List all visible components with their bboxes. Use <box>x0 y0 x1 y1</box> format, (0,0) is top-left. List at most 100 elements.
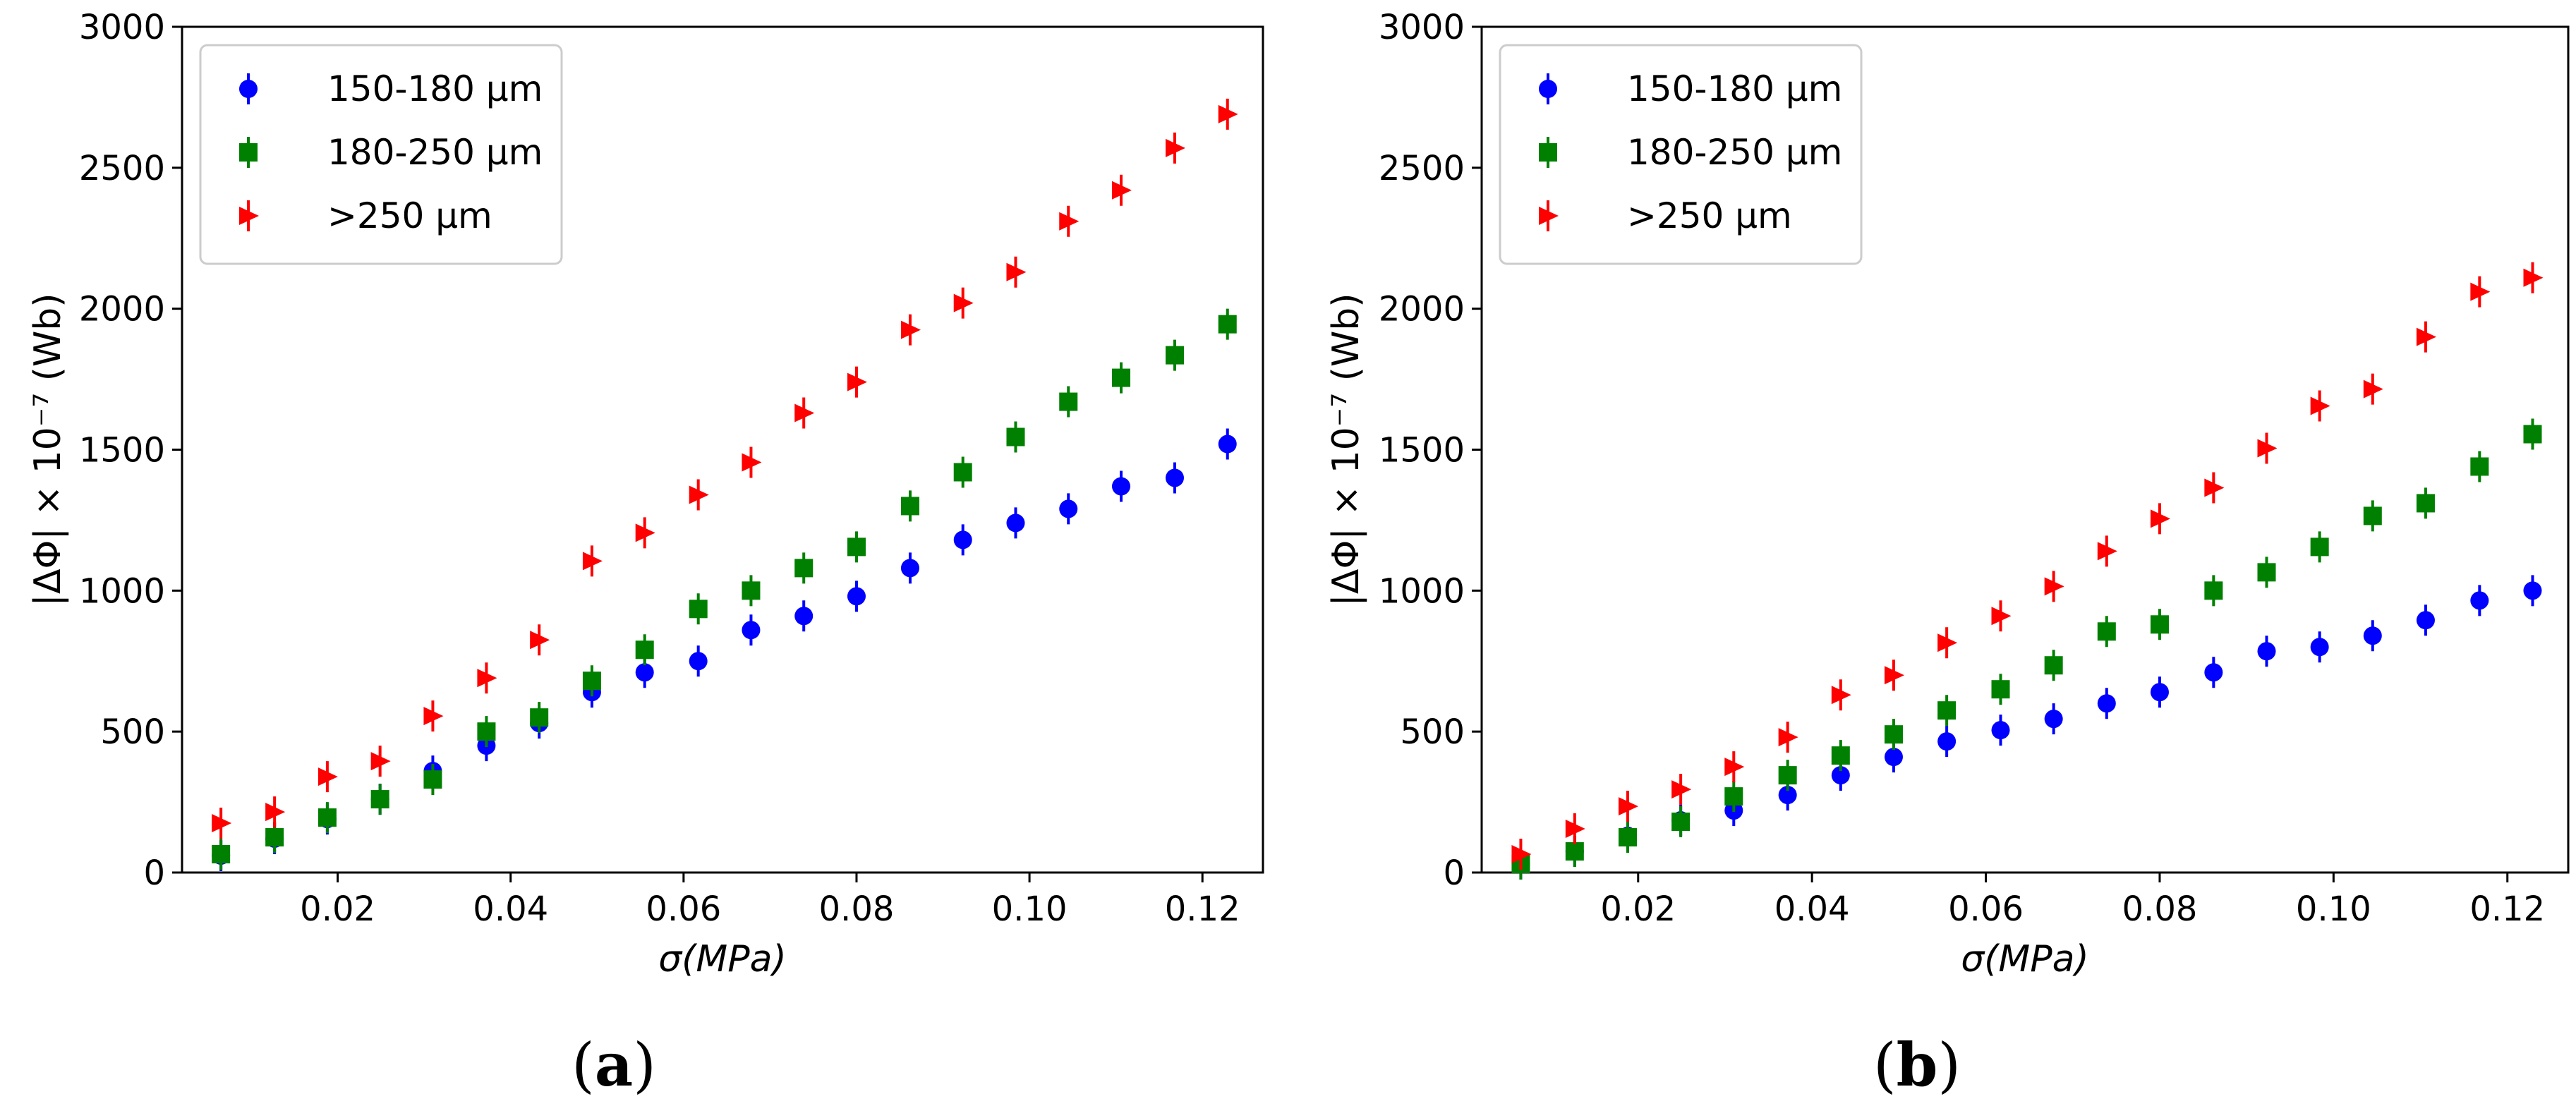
data-point <box>2097 688 2116 719</box>
data-point <box>2470 585 2489 616</box>
marker-square <box>2416 494 2435 513</box>
data-point <box>2523 575 2542 607</box>
data-point <box>423 764 442 796</box>
marker-triangle <box>582 552 603 571</box>
data-point <box>2363 500 2382 532</box>
data-point <box>370 746 391 777</box>
marker-triangle <box>1112 181 1132 200</box>
series-1 <box>212 308 1237 870</box>
data-point <box>1565 836 1584 868</box>
data-point <box>1112 362 1131 394</box>
data-point <box>2044 571 2064 602</box>
data-point <box>2363 373 2383 405</box>
marker-square <box>318 808 337 827</box>
data-point <box>794 552 814 584</box>
marker-circle <box>742 621 761 640</box>
marker-triangle <box>2097 542 2117 561</box>
marker-triangle <box>2257 439 2278 458</box>
marker-square <box>265 828 284 847</box>
marker-triangle <box>1618 797 1638 816</box>
legend-frame <box>199 44 563 265</box>
y-tick-label: 1000 <box>1379 571 1465 611</box>
marker-square <box>794 559 814 578</box>
data-point <box>1006 256 1027 288</box>
data-point <box>2257 636 2276 667</box>
marker-triangle <box>239 207 259 225</box>
data-point <box>1778 760 1797 791</box>
data-point <box>689 479 709 511</box>
marker-square <box>1671 813 1691 832</box>
marker-square <box>1218 315 1237 334</box>
marker-triangle <box>265 803 286 822</box>
series-2 <box>1511 262 2544 870</box>
marker-triangle <box>530 631 550 650</box>
legend: 150-180 μm 180-250 μm >250 μm <box>199 44 563 265</box>
x-tick-label: 0.04 <box>473 889 548 929</box>
marker-circle <box>2310 638 2329 657</box>
marker-square <box>2097 622 2116 641</box>
data-point <box>953 456 972 488</box>
marker-circle <box>847 587 866 606</box>
data-point <box>1165 339 1184 371</box>
marker-triangle <box>1511 845 1532 864</box>
marker-square <box>1991 680 2010 699</box>
data-point <box>1618 822 1637 853</box>
data-point <box>742 575 761 607</box>
data-point <box>530 702 549 734</box>
marker-square <box>1112 368 1131 387</box>
marker-triangle <box>2044 577 2064 596</box>
data-point <box>794 397 815 429</box>
marker-square <box>900 497 919 516</box>
y-tick-label: 1500 <box>1379 431 1465 470</box>
data-point <box>582 665 601 697</box>
data-point <box>2097 535 2117 567</box>
data-point <box>2523 418 2542 450</box>
x-tick-label: 0.02 <box>1600 889 1676 929</box>
marker-triangle <box>318 767 338 786</box>
x-tick-label: 0.10 <box>2296 889 2371 929</box>
data-point <box>1165 462 1184 494</box>
marker-circle <box>689 652 708 671</box>
y-tick-label: 2500 <box>1379 149 1465 188</box>
data-point <box>635 517 655 549</box>
marker-circle <box>2416 611 2435 630</box>
marker-square <box>2044 656 2063 675</box>
marker-circle <box>1991 721 2010 740</box>
x-tick-label: 0.06 <box>1948 889 2024 929</box>
data-point <box>1671 806 1691 838</box>
data-point <box>847 581 866 612</box>
data-point <box>318 802 337 834</box>
data-point <box>582 545 603 577</box>
marker-circle <box>2363 626 2382 645</box>
marker-circle <box>2204 663 2223 682</box>
marker-square <box>847 537 866 557</box>
legend-marker <box>239 137 258 168</box>
y-tick-label: 500 <box>100 712 165 752</box>
marker-circle <box>1059 499 1078 518</box>
marker-circle <box>1165 468 1184 487</box>
marker-square <box>1539 143 1557 162</box>
series-0 <box>1511 575 2542 880</box>
x-tick-label: 0.02 <box>300 889 375 929</box>
y-tick-label: 1000 <box>79 571 165 611</box>
marker-square <box>1059 392 1078 411</box>
data-point <box>1112 174 1132 206</box>
marker-square <box>2470 457 2489 476</box>
data-point <box>2416 487 2435 519</box>
marker-square <box>635 640 654 660</box>
data-point <box>1165 132 1185 164</box>
marker-triangle <box>1565 820 1585 839</box>
data-point <box>1724 751 1745 783</box>
marker-square <box>370 790 389 809</box>
x-tick-label: 0.04 <box>1774 889 1850 929</box>
marker-square <box>1565 842 1584 861</box>
data-point <box>1991 600 2012 632</box>
x-tick-label: 0.08 <box>2122 889 2198 929</box>
data-point <box>742 446 762 478</box>
marker-square <box>2363 506 2382 525</box>
marker-triangle <box>689 485 709 504</box>
data-point <box>530 624 550 656</box>
data-point <box>2416 604 2435 636</box>
data-point <box>1618 791 1638 822</box>
